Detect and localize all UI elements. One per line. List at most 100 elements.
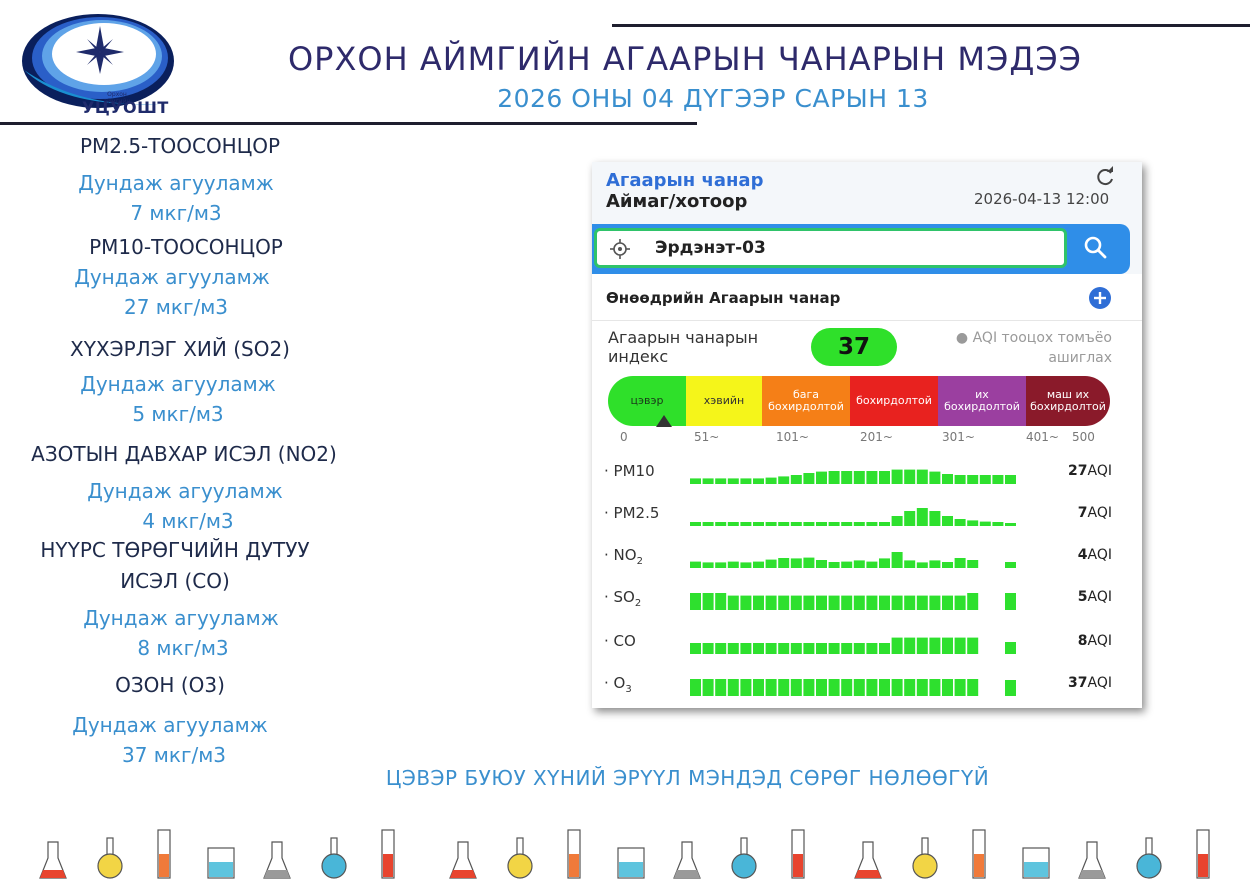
hourly-bar [891,679,903,696]
aqi-label: Агаарын чанарын индекс [608,328,759,366]
hourly-bar [879,679,890,696]
hourly-bar [778,643,790,654]
hourly-bar [740,522,752,526]
glassware-icon [972,829,986,879]
hourly-bar [740,595,752,610]
hourly-bar [778,679,790,696]
hourly-bar [891,637,903,654]
pollutant-row-name: · NO2 [604,546,643,567]
hourly-bar [790,475,802,484]
hourly-bar [727,643,739,654]
air-quality-app-card: Агаарын чанар Аймаг/хотоор 2026-04-13 12… [592,162,1142,708]
aqi-tick-label: 101~ [776,430,809,444]
pollutant-row[interactable]: · PM2.5 7AQI [592,502,1142,532]
hourly-bar [803,643,815,654]
aqi-tick-label: 0 [620,430,628,444]
hourly-bar [727,595,739,610]
co-name-line2: ИСЭЛ (CO) [120,569,230,593]
hourly-bar [690,522,701,526]
pollutant-hourly-bars [690,552,1016,568]
hourly-bar [841,471,853,484]
hourly-bar [841,643,853,654]
o3-label: Дундаж агууламж [72,713,268,737]
o3-value: 37 мкг/м3 [121,743,227,767]
pollutant-row[interactable]: · CO 8AQI [592,630,1142,660]
hourly-bar [954,475,966,484]
hourly-bar [740,679,752,696]
hourly-bar [715,643,727,654]
hourly-bar [828,679,840,696]
co-label: Дундаж агууламж [83,606,279,630]
hourly-bar [702,562,714,568]
hourly-bar [702,478,714,484]
hourly-bar [765,643,777,654]
hourly-bar [753,561,764,568]
pollutant-row-aqi: 8AQI [1077,633,1112,649]
glassware-icon [567,829,581,879]
hourly-bar [803,473,815,484]
hourly-bar [866,471,878,484]
hourly-bar [929,637,941,654]
hourly-bar [790,643,802,654]
hourly-bar [702,643,714,654]
pollutant-row[interactable]: · O3 37AQI [592,672,1142,702]
pollutant-row[interactable]: · PM10 27AQI [592,460,1142,490]
hourly-bar [929,471,941,484]
hourly-bar [765,595,777,610]
glassware-icon [321,837,347,879]
location-target-icon[interactable] [609,238,631,260]
hourly-bar [992,475,1004,484]
hourly-bar [753,679,764,696]
add-icon[interactable] [1088,286,1112,310]
hourly-bar [715,679,727,696]
glassware-icon [97,837,123,879]
hourly-bar [828,522,840,526]
page-title: ОРХОН АЙМГИЙН АГААРЫН ЧАНАРЫН МЭДЭЭ [287,40,1083,78]
aqi-formula-toggle[interactable]: ● AQI тооцох томъёо ашиглах [922,328,1112,368]
hourly-bar [1005,593,1016,610]
aqi-category-scale: цэвэр хэвийн бага бохирдолтой бохирдолтой их… [608,376,1110,426]
hourly-bar [803,679,815,696]
glassware-icon [912,837,938,879]
hourly-bar [879,471,890,484]
glassware-icon [673,841,701,879]
hourly-bar [790,679,802,696]
hourly-bar [816,643,827,654]
glassware-icon [854,841,882,879]
hourly-bar [753,478,764,484]
search-icon[interactable] [1082,234,1108,260]
top-divider [612,24,1250,27]
hourly-bar [891,516,903,526]
aqi-note-line2: ашиглах [1048,350,1112,366]
hourly-bar [904,560,916,568]
hourly-bar [778,595,790,610]
hourly-bar [942,637,953,654]
pollutant-row[interactable]: · NO2 4AQI [592,544,1142,574]
glassware-icon [617,847,645,879]
hourly-bar [853,595,865,610]
hourly-bar [967,679,979,696]
refresh-icon[interactable] [1093,165,1117,189]
hourly-bar [954,637,966,654]
hourly-bar [904,595,916,610]
hourly-bar [929,560,941,568]
hourly-bar [828,595,840,610]
hourly-bar [702,679,714,696]
pollutant-row[interactable]: · SO2 5AQI [592,586,1142,616]
hourly-bar [765,522,777,526]
pollutant-hourly-bars [690,508,1016,526]
no2-name: АЗОТЫН ДАВХАР ИСЭЛ (NO2) [31,442,337,466]
aqi-category-1: хэвийн [686,376,762,426]
station-search-input[interactable]: Эрдэнэт-03 [594,228,1067,268]
hourly-bar [740,643,752,654]
glassware-icon [263,841,291,879]
hourly-bar [853,679,865,696]
hourly-bar [954,519,966,526]
hourly-bar [879,595,890,610]
glassware-icon [731,837,757,879]
glassware-icon [507,837,533,879]
aqi-tick-label: 500 [1072,430,1095,444]
hourly-bar [702,593,714,610]
so2-name: ХҮХЭРЛЭГ ХИЙ (SO2) [70,337,290,361]
co-name: НҮҮРС ТӨРӨГЧИЙН ДУТУУ [40,538,310,562]
